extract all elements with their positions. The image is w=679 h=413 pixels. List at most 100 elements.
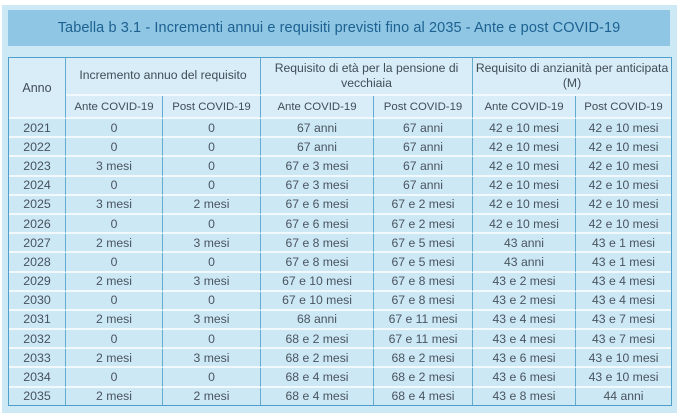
column-subheader: Ante COVID-19	[473, 96, 577, 119]
value-cell: 42 e 10 mesi	[576, 176, 672, 196]
value-cell: 67 anni	[374, 176, 474, 196]
value-cell: 2 mesi	[163, 387, 262, 405]
value-cell: 43 e 7 mesi	[576, 330, 672, 350]
value-cell: 0	[163, 138, 262, 158]
column-subheader: Post COVID-19	[374, 96, 474, 119]
value-cell: 43 e 10 mesi	[576, 368, 672, 388]
value-cell: 43 e 6 mesi	[473, 368, 577, 388]
value-cell: 67 e 6 mesi	[261, 214, 375, 235]
group-header-anticipata: Requisito di anzianità per anticipata (M…	[473, 58, 672, 96]
value-cell: 0	[163, 119, 262, 139]
year-cell: 2021	[9, 119, 66, 139]
table-row: 2029 2 mesi 3 mesi 67 e 10 mesi 67 e 8 m…	[9, 272, 672, 292]
value-cell: 43 anni	[473, 234, 577, 254]
value-cell: 42 e 10 mesi	[473, 195, 577, 215]
table-row: 2034 0 0 68 e 4 mesi 68 e 2 mesi 43 e 6 …	[9, 368, 672, 388]
table-row: 2026 0 0 67 e 6 mesi 67 e 2 mesi 42 e 10…	[9, 214, 672, 235]
year-cell: 2032	[9, 330, 66, 350]
value-cell: 42 e 10 mesi	[473, 157, 577, 177]
value-cell: 68 e 2 mesi	[261, 349, 375, 369]
value-cell: 67 e 10 mesi	[261, 291, 375, 311]
value-cell: 43 e 2 mesi	[473, 291, 577, 311]
value-cell: 42 e 10 mesi	[473, 138, 577, 158]
value-cell: 2 mesi	[66, 272, 163, 292]
table-body: 2021 0 0 67 anni 67 anni 42 e 10 mesi 42…	[9, 119, 672, 405]
value-cell: 0	[66, 368, 163, 388]
value-cell: 42 e 10 mesi	[576, 157, 672, 177]
value-cell: 67 anni	[374, 119, 474, 139]
table-row: 2023 3 mesi 0 67 e 3 mesi 67 anni 42 e 1…	[9, 157, 672, 177]
value-cell: 67 anni	[261, 119, 375, 139]
year-cell: 2023	[9, 157, 66, 177]
value-cell: 67 e 10 mesi	[261, 272, 375, 292]
value-cell: 0	[66, 330, 163, 350]
value-cell: 43 e 2 mesi	[473, 272, 577, 292]
value-cell: 0	[66, 138, 163, 158]
column-subheader: Post COVID-19	[163, 96, 262, 119]
value-cell: 2 mesi	[163, 195, 262, 215]
value-cell: 67 e 8 mesi	[374, 291, 474, 311]
group-header-vecchiaia: Requisito di età per la pensione di vecc…	[261, 58, 474, 96]
value-cell: 68 e 4 mesi	[261, 368, 375, 388]
column-subheader: Ante COVID-19	[66, 96, 163, 119]
table-row: 2033 2 mesi 3 mesi 68 e 2 mesi 68 e 2 me…	[9, 349, 672, 369]
value-cell: 3 mesi	[163, 234, 262, 254]
value-cell: 43 e 4 mesi	[576, 291, 672, 311]
value-cell: 67 e 8 mesi	[374, 272, 474, 292]
value-cell: 67 e 8 mesi	[261, 253, 375, 273]
value-cell: 3 mesi	[163, 349, 262, 369]
value-cell: 2 mesi	[66, 387, 163, 405]
table-row: 2031 2 mesi 3 mesi 68 anni 67 e 11 mesi …	[9, 310, 672, 331]
value-cell: 0	[66, 214, 163, 235]
value-cell: 0	[163, 330, 262, 350]
value-cell: 67 e 11 mesi	[374, 310, 474, 331]
column-subheader: Ante COVID-19	[261, 96, 375, 119]
year-cell: 2022	[9, 138, 66, 158]
table-row: 2028 0 0 67 e 8 mesi 67 e 5 mesi 43 anni…	[9, 253, 672, 273]
value-cell: 2 mesi	[66, 310, 163, 331]
value-cell: 0	[66, 253, 163, 273]
value-cell: 67 anni	[374, 138, 474, 158]
value-cell: 2 mesi	[66, 234, 163, 254]
value-cell: 68 e 2 mesi	[261, 330, 375, 350]
table-row: 2024 0 0 67 e 3 mesi 67 anni 42 e 10 mes…	[9, 176, 672, 196]
year-cell: 2030	[9, 291, 66, 311]
table-title: Tabella b 3.1 - Incrementi annui e requi…	[57, 20, 621, 36]
value-cell: 42 e 10 mesi	[576, 214, 672, 235]
value-cell: 42 e 10 mesi	[576, 138, 672, 158]
year-cell: 2026	[9, 214, 66, 235]
table-header: Anno Incremento annuo del requisito Requ…	[9, 58, 672, 119]
value-cell: 0	[163, 176, 262, 196]
table-row: 2021 0 0 67 anni 67 anni 42 e 10 mesi 42…	[9, 119, 672, 139]
year-cell: 2025	[9, 195, 66, 215]
value-cell: 67 e 3 mesi	[261, 157, 375, 177]
value-cell: 0	[163, 157, 262, 177]
table-row: 2022 0 0 67 anni 67 anni 42 e 10 mesi 42…	[9, 138, 672, 158]
value-cell: 43 e 10 mesi	[576, 349, 672, 369]
year-cell: 2031	[9, 310, 66, 331]
value-cell: 68 e 4 mesi	[374, 387, 474, 405]
value-cell: 43 e 1 mesi	[576, 253, 672, 273]
table-title-bar: Tabella b 3.1 - Incrementi annui e requi…	[8, 10, 670, 46]
value-cell: 0	[163, 253, 262, 273]
value-cell: 0	[66, 291, 163, 311]
value-cell: 67 e 5 mesi	[374, 253, 474, 273]
year-cell: 2028	[9, 253, 66, 273]
value-cell: 2 mesi	[66, 349, 163, 369]
sub-header-row: Ante COVID-19 Post COVID-19 Ante COVID-1…	[9, 96, 672, 119]
value-cell: 68 e 2 mesi	[374, 368, 474, 388]
value-cell: 67 e 8 mesi	[261, 234, 375, 254]
value-cell: 0	[163, 291, 262, 311]
value-cell: 67 e 6 mesi	[261, 195, 375, 215]
value-cell: 43 e 4 mesi	[473, 330, 577, 350]
value-cell: 67 e 5 mesi	[374, 234, 474, 254]
value-cell: 3 mesi	[163, 310, 262, 331]
pension-requirements-table: Anno Incremento annuo del requisito Requ…	[8, 57, 673, 406]
value-cell: 67 e 3 mesi	[261, 176, 375, 196]
value-cell: 3 mesi	[66, 157, 163, 177]
value-cell: 0	[66, 176, 163, 196]
value-cell: 42 e 10 mesi	[473, 214, 577, 235]
value-cell: 43 e 8 mesi	[473, 387, 577, 405]
value-cell: 0	[163, 214, 262, 235]
value-cell: 3 mesi	[66, 195, 163, 215]
